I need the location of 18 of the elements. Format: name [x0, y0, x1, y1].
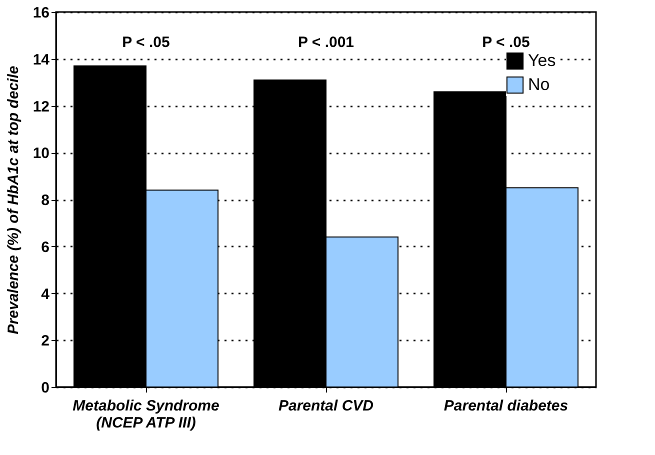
- x-tick-label: Parental CVD: [278, 398, 374, 414]
- y-tick-label: 2: [41, 332, 50, 350]
- y-tick-label: 6: [41, 238, 50, 256]
- y-tick-label: 16: [32, 4, 50, 22]
- y-tick-label: 12: [32, 98, 50, 116]
- x-tick-label: Metabolic Syndrome (NCEP ATP III): [72, 398, 220, 432]
- annotation: P < .05: [122, 34, 170, 51]
- y-tick-label: 10: [32, 145, 50, 162]
- y-tick-label: 8: [41, 192, 50, 209]
- y-tick-label: 4: [41, 286, 50, 303]
- annotation: P < .001: [298, 34, 354, 51]
- legend-label: Yes: [528, 51, 556, 70]
- legend-label: No: [528, 75, 550, 94]
- x-tick-label: Parental diabetes: [444, 398, 568, 414]
- y-axis-title: Prevalence (%) of HbA1c at top decile: [4, 66, 22, 334]
- y-tick-label: 0: [41, 380, 50, 396]
- annotation: P < .05: [482, 34, 530, 51]
- y-tick-label: 14: [32, 51, 50, 68]
